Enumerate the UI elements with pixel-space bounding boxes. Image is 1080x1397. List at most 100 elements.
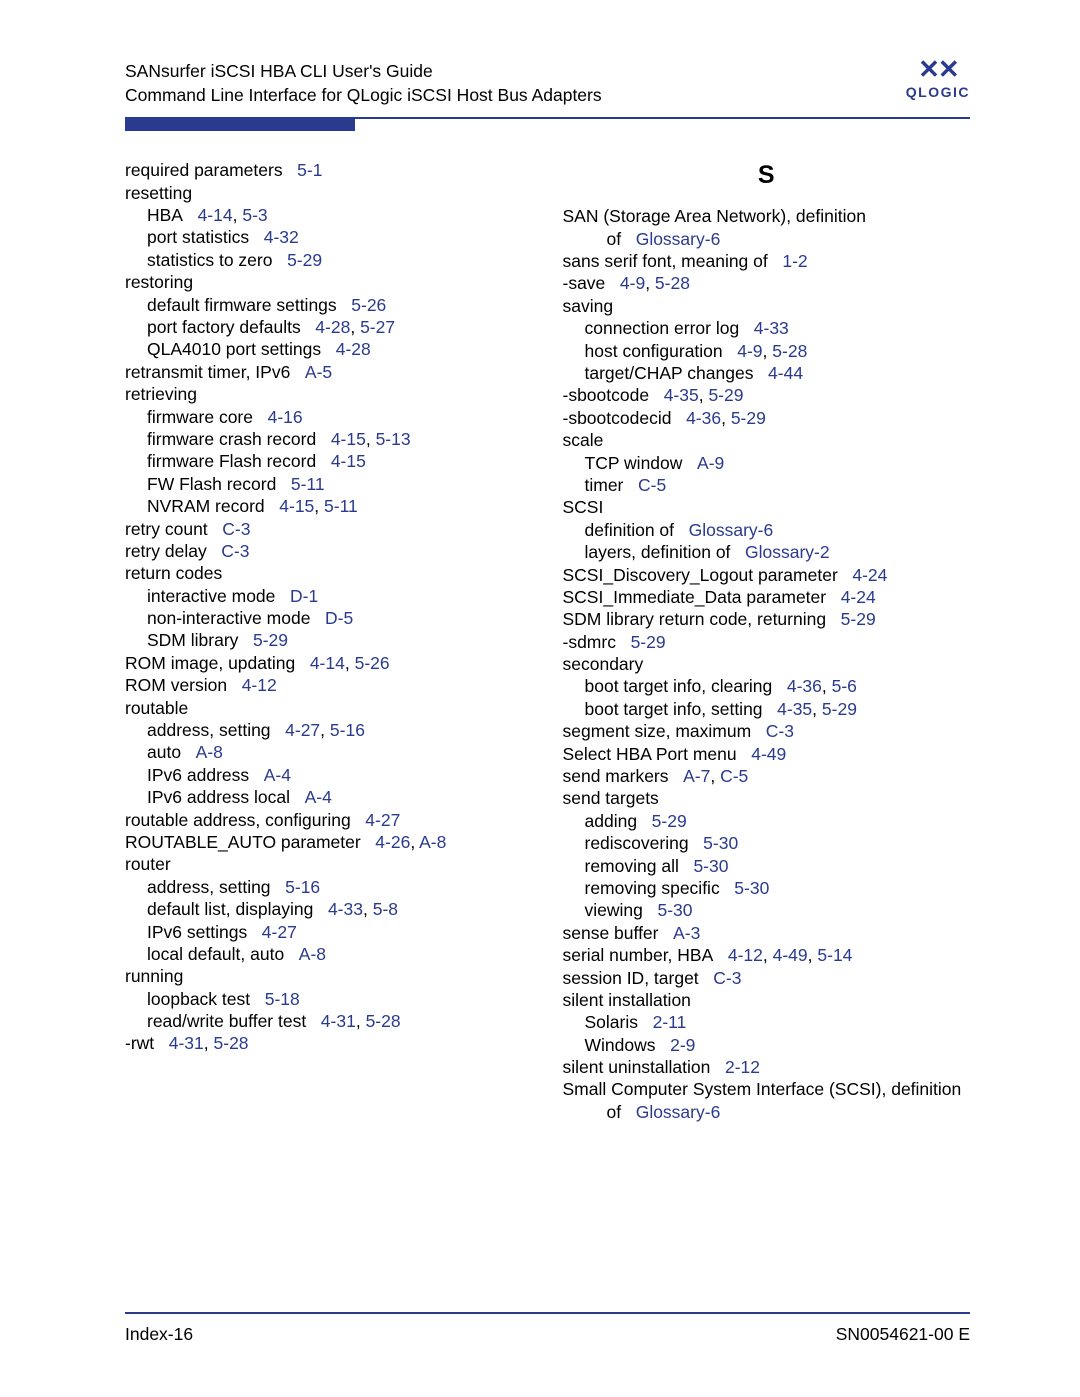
- footer-doc-id: SN0054621-00 E: [836, 1324, 970, 1345]
- index-page-ref[interactable]: 4-49: [773, 945, 808, 965]
- index-entry-label: timer: [585, 475, 624, 495]
- index-page-ref[interactable]: 4-27: [365, 810, 400, 830]
- index-page-ref[interactable]: 1-2: [782, 251, 807, 271]
- index-page-ref[interactable]: 5-30: [703, 833, 738, 853]
- index-page-ref[interactable]: 5-28: [214, 1033, 249, 1053]
- index-page-ref[interactable]: 5-29: [841, 609, 876, 629]
- index-page-ref[interactable]: 4-12: [728, 945, 763, 965]
- index-page-ref[interactable]: A-8: [196, 742, 223, 762]
- index-page-ref[interactable]: C-3: [222, 519, 250, 539]
- index-page-ref[interactable]: 5-29: [253, 630, 288, 650]
- index-page-ref[interactable]: 5-11: [291, 474, 325, 494]
- index-page-ref[interactable]: 4-24: [852, 565, 887, 585]
- index-page-ref[interactable]: 4-27: [262, 922, 297, 942]
- index-entry-label: ROM image, updating: [125, 653, 295, 673]
- index-page-ref[interactable]: 5-29: [731, 408, 766, 428]
- index-page-ref[interactable]: 5-29: [652, 811, 687, 831]
- index-page-ref[interactable]: 4-28: [336, 339, 371, 359]
- index-page-ref[interactable]: 4-15: [331, 451, 366, 471]
- index-entry: boot target info, setting 4-35, 5-29: [563, 698, 971, 720]
- index-page-ref[interactable]: 5-16: [330, 720, 365, 740]
- index-page-ref[interactable]: A-5: [305, 362, 332, 382]
- index-page-ref[interactable]: 5-30: [734, 878, 769, 898]
- index-page-ref[interactable]: 4-35: [777, 699, 812, 719]
- index-page-ref[interactable]: 4-33: [328, 899, 363, 919]
- index-page-ref[interactable]: 2-11: [653, 1012, 687, 1032]
- index-page-ref[interactable]: 5-18: [265, 989, 300, 1009]
- index-page-ref[interactable]: 4-44: [768, 363, 803, 383]
- index-page-ref[interactable]: 5-11: [324, 496, 358, 516]
- index-page-ref[interactable]: 4-15: [331, 429, 366, 449]
- index-page-ref[interactable]: Glossary-6: [636, 1102, 721, 1122]
- index-page-ref[interactable]: 4-36: [787, 676, 822, 696]
- index-page-ref[interactable]: 4-9: [737, 341, 762, 361]
- section-letter-s: S: [563, 159, 971, 191]
- index-page-ref[interactable]: 4-35: [664, 385, 699, 405]
- index-entry-label: Windows: [585, 1035, 656, 1055]
- index-page-ref[interactable]: Glossary-6: [689, 520, 774, 540]
- index-page-ref[interactable]: 4-28: [315, 317, 350, 337]
- index-page-ref[interactable]: 5-26: [355, 653, 390, 673]
- index-page-ref[interactable]: C-5: [720, 766, 748, 786]
- index-page-ref[interactable]: 4-16: [268, 407, 303, 427]
- index-page-ref[interactable]: 5-26: [351, 295, 386, 315]
- index-page-ref[interactable]: 5-30: [693, 856, 728, 876]
- index-page-ref[interactable]: 5-28: [772, 341, 807, 361]
- index-page-ref[interactable]: 4-24: [841, 587, 876, 607]
- index-page-ref[interactable]: 4-14: [198, 205, 233, 225]
- index-entry: send targets: [563, 787, 971, 809]
- index-page-ref[interactable]: 4-33: [754, 318, 789, 338]
- index-entry-label: SCSI_Discovery_Logout parameter: [563, 565, 838, 585]
- index-page-ref[interactable]: 4-31: [169, 1033, 204, 1053]
- index-page-ref[interactable]: D-5: [325, 608, 353, 628]
- index-page-ref[interactable]: 4-12: [242, 675, 277, 695]
- index-page-ref[interactable]: 5-28: [366, 1011, 401, 1031]
- index-page-ref[interactable]: 5-28: [655, 273, 690, 293]
- index-page-ref[interactable]: C-3: [221, 541, 249, 561]
- index-page-ref[interactable]: 4-9: [620, 273, 645, 293]
- index-page-ref[interactable]: 5-29: [708, 385, 743, 405]
- index-page-ref[interactable]: A-7: [683, 766, 710, 786]
- index-page-ref[interactable]: 5-27: [360, 317, 395, 337]
- index-page-ref[interactable]: 5-13: [376, 429, 411, 449]
- index-entry-label: retransmit timer, IPv6: [125, 362, 290, 382]
- index-page-ref[interactable]: C-3: [766, 721, 794, 741]
- index-page-ref[interactable]: A-9: [697, 453, 724, 473]
- index-entry: routable: [125, 697, 533, 719]
- index-page-ref[interactable]: 4-14: [310, 653, 345, 673]
- index-page-ref[interactable]: 4-15: [279, 496, 314, 516]
- index-page-ref[interactable]: 4-49: [751, 744, 786, 764]
- index-page-ref[interactable]: 5-1: [297, 160, 322, 180]
- index-page-ref[interactable]: 5-16: [285, 877, 320, 897]
- index-page-ref[interactable]: D-1: [290, 586, 318, 606]
- index-page-ref[interactable]: 5-6: [832, 676, 857, 696]
- index-page-ref[interactable]: A-4: [305, 787, 332, 807]
- index-page-ref[interactable]: A-8: [299, 944, 326, 964]
- index-page-ref[interactable]: 4-32: [264, 227, 299, 247]
- index-page-ref[interactable]: A-3: [673, 923, 700, 943]
- index-entry-label: address, setting: [147, 877, 271, 897]
- index-page-ref[interactable]: 2-9: [670, 1035, 695, 1055]
- index-page-ref[interactable]: 5-3: [242, 205, 267, 225]
- index-page-ref[interactable]: C-5: [638, 475, 666, 495]
- index-page-ref[interactable]: 5-29: [631, 632, 666, 652]
- index-page-ref[interactable]: A-8: [419, 832, 446, 852]
- index-page-ref[interactable]: 5-29: [822, 699, 857, 719]
- index-page-ref[interactable]: 5-8: [373, 899, 398, 919]
- index-page-ref[interactable]: 4-31: [321, 1011, 356, 1031]
- index-page-ref[interactable]: 5-14: [817, 945, 852, 965]
- index-page-ref[interactable]: 4-36: [686, 408, 721, 428]
- index-page-ref[interactable]: A-4: [264, 765, 291, 785]
- index-page-ref[interactable]: 4-26: [375, 832, 410, 852]
- index-page-ref[interactable]: 4-27: [285, 720, 320, 740]
- index-page-ref[interactable]: 5-30: [657, 900, 692, 920]
- index-page-ref[interactable]: C-3: [713, 968, 741, 988]
- index-entry: SCSI: [563, 496, 971, 518]
- index-page-ref[interactable]: 2-12: [725, 1057, 760, 1077]
- index-entry-label: host configuration: [585, 341, 723, 361]
- ref-separator: ,: [350, 317, 360, 337]
- index-page-ref[interactable]: Glossary-6: [636, 229, 721, 249]
- index-page-ref[interactable]: 5-29: [287, 250, 322, 270]
- index-page-ref[interactable]: Glossary-2: [745, 542, 830, 562]
- index-entry: SDM library 5-29: [125, 629, 533, 651]
